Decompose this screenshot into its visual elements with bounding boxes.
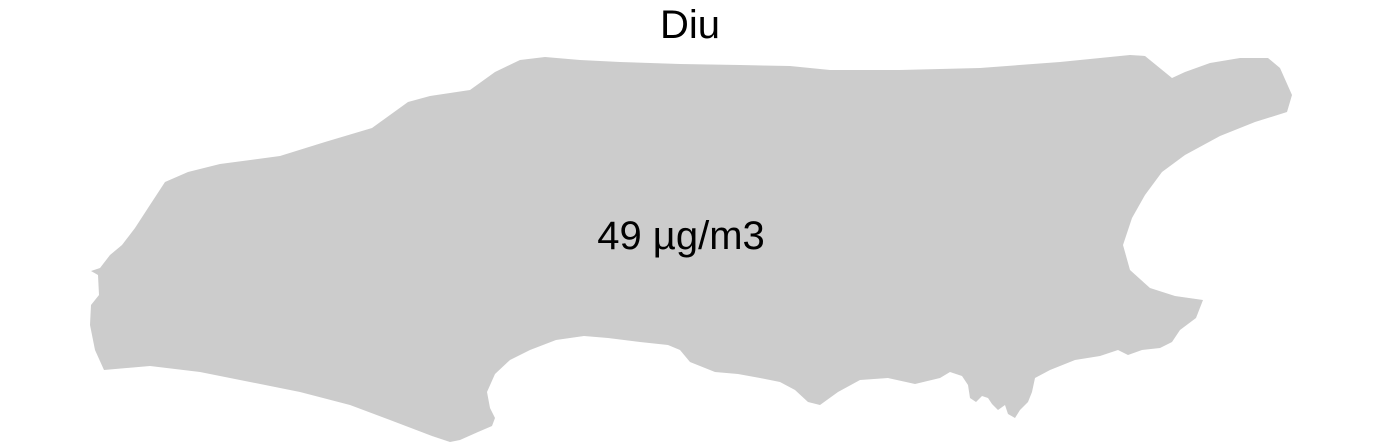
map-title: Diu: [660, 3, 720, 47]
region-value-label: 49 µg/m3: [597, 214, 765, 258]
region-shape-diu: [90, 55, 1292, 442]
